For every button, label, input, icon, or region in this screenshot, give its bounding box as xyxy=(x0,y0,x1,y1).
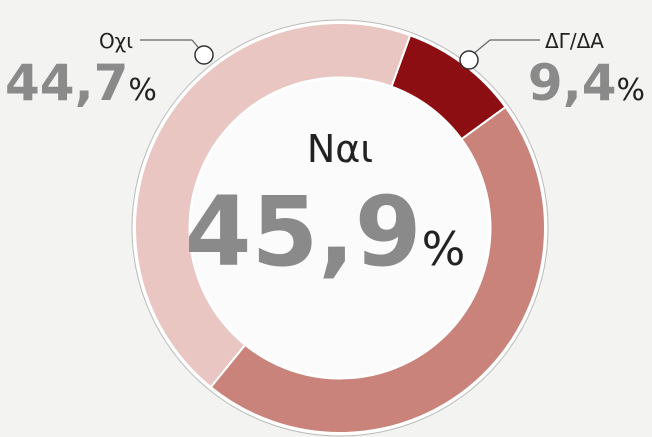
value-number: 44,7 xyxy=(5,54,128,112)
label-dot xyxy=(194,45,214,65)
category-label: Ναι xyxy=(307,127,373,171)
value-unit: % xyxy=(128,73,157,108)
value-label: 9,4% xyxy=(528,54,645,112)
category-label: Οχι xyxy=(99,29,133,53)
value-label: 44,7% xyxy=(5,54,157,112)
donut-hole xyxy=(188,76,492,380)
label-dot xyxy=(459,50,479,70)
value-unit: % xyxy=(616,73,645,108)
value-label: 45,9% xyxy=(185,176,466,288)
category-label: ΔΓ/ΔΑ xyxy=(545,29,604,53)
value-unit: % xyxy=(422,222,466,276)
value-number: 45,9 xyxy=(185,176,422,288)
value-number: 9,4 xyxy=(528,54,617,112)
